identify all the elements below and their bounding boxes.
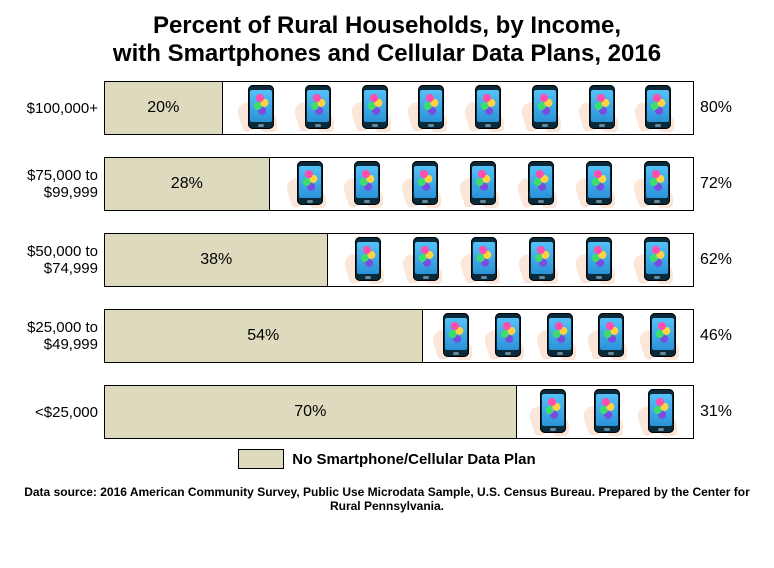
source-text: Data source: 2016 American Community Sur… <box>12 485 762 513</box>
smartphone-in-hand-icon <box>580 84 620 132</box>
income-label: $100,000+ <box>12 100 104 117</box>
income-label: $50,000 to$74,999 <box>12 243 104 278</box>
bar-row: $100,000+20% 80% <box>12 81 762 135</box>
segment-no-plan: 54% <box>105 310 423 362</box>
legend-label: No Smartphone/Cellular Data Plan <box>292 451 535 468</box>
segment-no-plan: 28% <box>105 158 270 210</box>
smartphone-in-hand-icon <box>345 160 385 208</box>
smartphone-in-hand-icon <box>577 236 617 284</box>
segment-has-plan <box>328 234 693 286</box>
smartphone-in-hand-icon <box>538 312 578 360</box>
smartphone-in-hand-icon <box>636 84 676 132</box>
segment-no-plan: 70% <box>105 386 517 438</box>
smartphone-in-hand-icon <box>635 160 675 208</box>
income-label: <$25,000 <box>12 404 104 421</box>
smartphone-in-hand-icon <box>346 236 386 284</box>
smartphone-in-hand-icon <box>531 388 571 436</box>
bar-rows: $100,000+20% 80% $75,000 to$99,99928% 72% $5… <box>12 81 762 439</box>
smartphone-in-hand-icon <box>519 160 559 208</box>
smartphone-in-hand-icon <box>641 312 681 360</box>
segment-has-plan <box>423 310 693 362</box>
segment-has-plan <box>517 386 693 438</box>
chart-title-line2: with Smartphones and Cellular Data Plans… <box>113 40 661 67</box>
chart-title: Percent of Rural Households, by Income, … <box>12 12 762 67</box>
bar: 54% <box>104 309 694 363</box>
smartphone-in-hand-icon <box>353 84 393 132</box>
smartphone-in-hand-icon <box>239 84 279 132</box>
smartphone-in-hand-icon <box>520 236 560 284</box>
smartphone-in-hand-icon <box>462 236 502 284</box>
smartphone-in-hand-icon <box>404 236 444 284</box>
segment-no-plan: 38% <box>105 234 328 286</box>
smartphone-in-hand-icon <box>585 388 625 436</box>
smartphone-in-hand-icon <box>589 312 629 360</box>
has-plan-pct: 62% <box>694 251 742 269</box>
smartphone-in-hand-icon <box>409 84 449 132</box>
bar: 28% <box>104 157 694 211</box>
smartphone-in-hand-icon <box>523 84 563 132</box>
bar-row: $50,000 to$74,99938% 62% <box>12 233 762 287</box>
smartphone-in-hand-icon <box>577 160 617 208</box>
bar-row: $25,000 to$49,99954% 46% <box>12 309 762 363</box>
bar: 70% <box>104 385 694 439</box>
smartphone-in-hand-icon <box>434 312 474 360</box>
smartphone-in-hand-icon <box>466 84 506 132</box>
legend: No Smartphone/Cellular Data Plan <box>12 449 762 469</box>
segment-has-plan <box>270 158 693 210</box>
income-label: $25,000 to$49,999 <box>12 319 104 354</box>
chart-title-line1: Percent of Rural Households, by Income, <box>153 12 621 39</box>
bar-row: $75,000 to$99,99928% 72% <box>12 157 762 211</box>
smartphone-in-hand-icon <box>461 160 501 208</box>
segment-has-plan <box>223 82 693 134</box>
has-plan-pct: 72% <box>694 175 742 193</box>
smartphone-in-hand-icon <box>288 160 328 208</box>
chart-container: Percent of Rural Households, by Income, … <box>0 0 774 568</box>
legend-swatch <box>238 449 284 469</box>
has-plan-pct: 80% <box>694 99 742 117</box>
income-label: $75,000 to$99,999 <box>12 167 104 202</box>
smartphone-in-hand-icon <box>296 84 336 132</box>
bar-row: <$25,00070% 31% <box>12 385 762 439</box>
has-plan-pct: 46% <box>694 327 742 345</box>
smartphone-in-hand-icon <box>635 236 675 284</box>
bar: 20% <box>104 81 694 135</box>
has-plan-pct: 31% <box>694 403 742 421</box>
segment-no-plan: 20% <box>105 82 223 134</box>
bar: 38% <box>104 233 694 287</box>
smartphone-in-hand-icon <box>403 160 443 208</box>
smartphone-in-hand-icon <box>639 388 679 436</box>
smartphone-in-hand-icon <box>486 312 526 360</box>
